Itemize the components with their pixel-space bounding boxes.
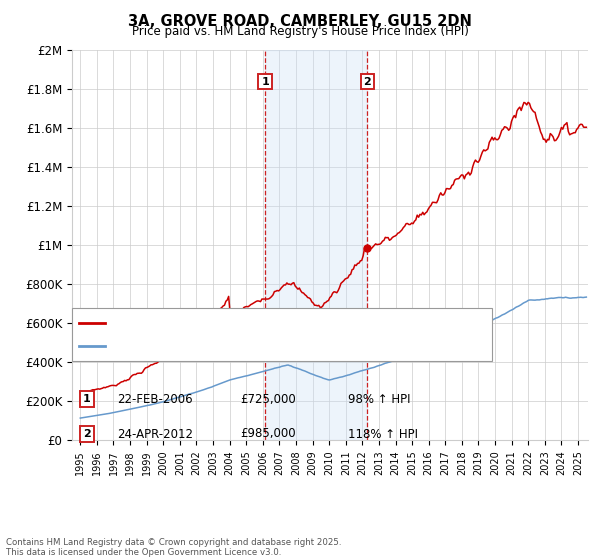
Text: Contains HM Land Registry data © Crown copyright and database right 2025.
This d: Contains HM Land Registry data © Crown c…: [6, 538, 341, 557]
Text: £985,000: £985,000: [240, 427, 296, 441]
Text: 3A, GROVE ROAD, CAMBERLEY, GU15 2DN (detached house): 3A, GROVE ROAD, CAMBERLEY, GU15 2DN (det…: [110, 318, 426, 328]
Bar: [265, 50, 367, 441]
Text: 22-FEB-2006: 22-FEB-2006: [117, 393, 193, 406]
Text: 98% ↑ HPI: 98% ↑ HPI: [348, 393, 410, 406]
Text: 1: 1: [261, 77, 269, 87]
Text: 118% ↑ HPI: 118% ↑ HPI: [348, 427, 418, 441]
Text: £725,000: £725,000: [240, 393, 296, 406]
Text: Price paid vs. HM Land Registry's House Price Index (HPI): Price paid vs. HM Land Registry's House …: [131, 25, 469, 38]
Text: HPI: Average price, detached house, Surrey Heath: HPI: Average price, detached house, Surr…: [110, 341, 371, 351]
Text: 2: 2: [364, 77, 371, 87]
Text: 24-APR-2012: 24-APR-2012: [117, 427, 193, 441]
Text: 3A, GROVE ROAD, CAMBERLEY, GU15 2DN: 3A, GROVE ROAD, CAMBERLEY, GU15 2DN: [128, 14, 472, 29]
Text: 2: 2: [83, 429, 91, 439]
Text: 1: 1: [83, 394, 91, 404]
